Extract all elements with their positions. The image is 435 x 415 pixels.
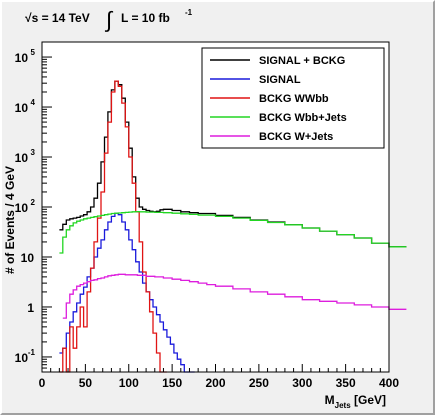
y-tick-exponent: 3 <box>31 148 36 157</box>
legend-label-1: SIGNAL <box>259 74 301 86</box>
y-tick-label: 1 <box>27 301 34 315</box>
y-tick-label: 10 <box>15 351 29 365</box>
x-tick-label: 100 <box>119 376 139 390</box>
energy-label: √s = 14 TeV <box>25 11 90 25</box>
x-tick-label: 200 <box>205 376 225 390</box>
x-tick-label: 0 <box>39 376 46 390</box>
y-tick-exponent: 2 <box>31 198 36 207</box>
legend-label-3: BCKG Wbb+Jets <box>259 112 347 124</box>
y-tick-exponent: -1 <box>28 348 36 357</box>
y-tick-exponent: 5 <box>31 48 36 57</box>
series-line-2 <box>59 80 167 373</box>
legend-label-2: BCKG WWbb <box>259 93 329 105</box>
legend-label-0: SIGNAL + BCKG <box>259 55 345 67</box>
y-tick-label: 10 <box>15 101 29 115</box>
y-tick-label: 10 <box>21 251 35 265</box>
x-axis-title-sub: Jets <box>335 401 352 410</box>
integral-sign: ∫ <box>104 7 114 32</box>
series-line-4 <box>62 273 407 319</box>
series-line-1 <box>59 212 195 373</box>
y-tick-exponent: 4 <box>31 98 36 107</box>
x-tick-label: 150 <box>162 376 182 390</box>
y-axis-title: # of Events / 4 GeV <box>3 166 17 274</box>
lumi-label: L = 10 fb <box>121 11 170 25</box>
lumi-exponent: -1 <box>185 8 193 17</box>
y-tick-label: 10 <box>15 151 29 165</box>
legend-label-4: BCKG W+Jets <box>259 131 333 143</box>
y-tick-label: 10 <box>15 51 29 65</box>
series-layer <box>59 80 407 373</box>
x-axis-title-unit: [GeV] <box>351 393 386 407</box>
header: √s = 14 TeV ∫ L = 10 fb -1 <box>25 7 193 32</box>
x-tick-label: 300 <box>292 376 312 390</box>
x-tick-label: 400 <box>379 376 399 390</box>
x-tick-label: 250 <box>249 376 269 390</box>
x-tick-label: 350 <box>336 376 356 390</box>
y-tick-label: 10 <box>15 201 29 215</box>
x-axis-title: MJets [GeV] <box>325 393 386 410</box>
x-axis-title-main: M <box>325 393 335 407</box>
x-tick-label: 50 <box>79 376 93 390</box>
legend: SIGNAL + BCKG SIGNAL BCKG WWbb BCKG Wbb+Jet… <box>201 47 385 149</box>
series-line-3 <box>59 210 407 254</box>
